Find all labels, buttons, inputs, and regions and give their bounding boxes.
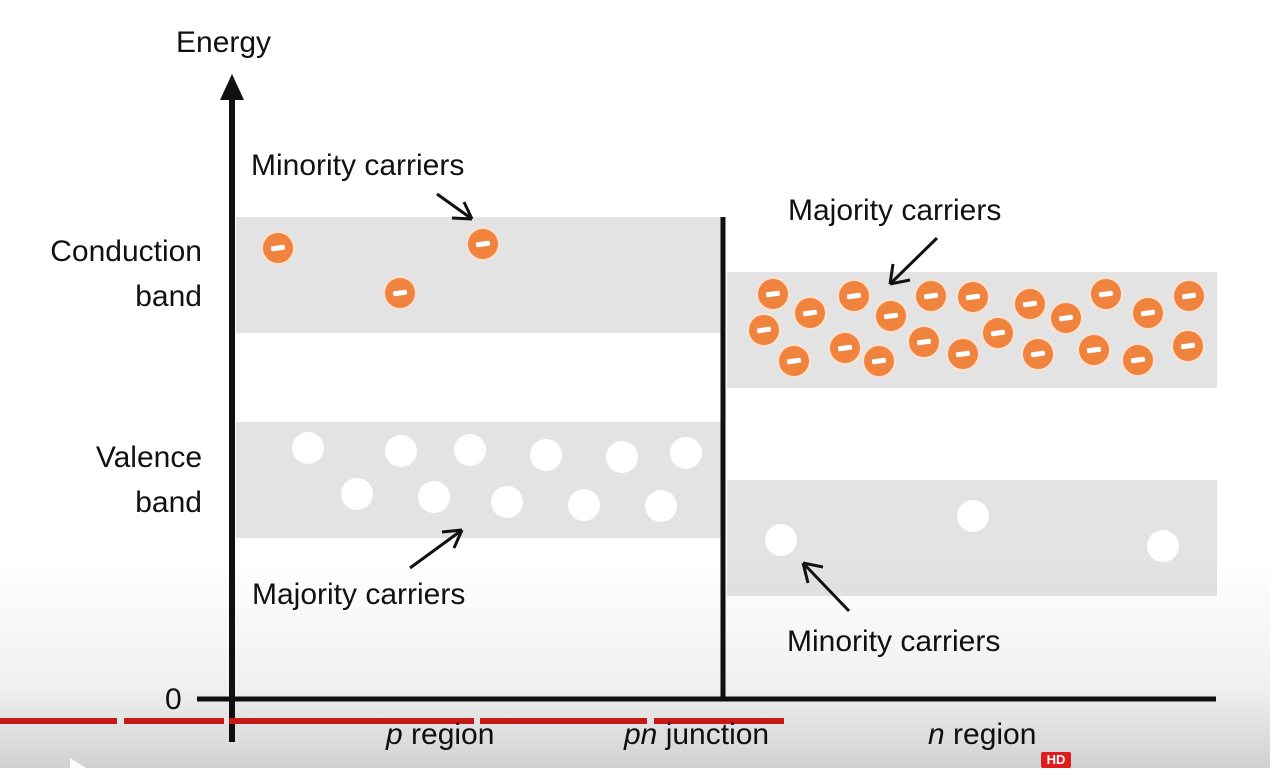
n-valence-band (727, 480, 1217, 596)
electron (828, 331, 862, 365)
annotation-arrows (409, 192, 939, 613)
progress-played-segment (124, 718, 224, 724)
electron (261, 231, 295, 265)
hole (670, 437, 702, 469)
n-majority-carriers-label: Majority carriers (788, 194, 1002, 227)
arrow-n-majority (888, 236, 939, 286)
n-region-label-rest: region (944, 718, 1037, 751)
p-minority-carriers-label: Minority carriers (251, 149, 465, 182)
pn-junction-label-rest: junction (657, 718, 770, 751)
conduction-band-label-line1: Conduction (50, 235, 202, 268)
electron (981, 316, 1015, 350)
electron (466, 227, 500, 261)
play-icon[interactable] (70, 758, 86, 778)
electron (1021, 337, 1055, 371)
electron (747, 313, 781, 347)
n-region-label-italic: n (928, 718, 945, 751)
hole (491, 486, 523, 518)
holes (292, 432, 1179, 562)
hole (530, 439, 562, 471)
hole (341, 478, 373, 510)
energy-axis-label: Energy (176, 26, 272, 59)
hole (385, 435, 417, 467)
progress-played-segment (229, 718, 474, 724)
hole (568, 489, 600, 521)
video-progress-bar[interactable] (0, 718, 1270, 724)
p-region-label-rest: region (402, 718, 495, 751)
electron (946, 337, 980, 371)
energy-axis-arrowhead (220, 74, 244, 100)
electron (874, 299, 908, 333)
p-region-label: p region (386, 718, 494, 752)
origin-label: 0 (165, 683, 182, 716)
electron (1049, 301, 1083, 335)
electron (1172, 279, 1206, 313)
hole (765, 524, 797, 556)
electron (383, 276, 417, 310)
electron (914, 279, 948, 313)
n-minority-carriers-label: Minority carriers (787, 625, 1001, 658)
progress-played-segment (480, 718, 647, 724)
electron (837, 279, 871, 313)
electron (1089, 277, 1123, 311)
electron (1171, 329, 1205, 363)
hole (645, 490, 677, 522)
electron (956, 280, 990, 314)
arrow-n-minority (801, 561, 851, 613)
electrons (261, 227, 1206, 378)
arrow-p-minority (436, 192, 474, 221)
conduction-band-label: Conduction band (50, 229, 202, 319)
hole (957, 500, 989, 532)
electron (756, 277, 790, 311)
electron (793, 296, 827, 330)
hole (454, 434, 486, 466)
valence-band-label-line1: Valence (95, 441, 202, 474)
progress-played-segment (0, 718, 117, 724)
electron (907, 325, 941, 359)
electron (862, 344, 896, 378)
p-region-label-italic: p (386, 718, 403, 751)
hd-badge: HD (1041, 752, 1071, 768)
valence-band-label: Valence band (96, 435, 202, 525)
valence-band-label-line2: band (135, 486, 202, 519)
electron (1077, 333, 1111, 367)
pn-junction-label-italic: pn (624, 718, 658, 751)
electron (1013, 287, 1047, 321)
electron (777, 344, 811, 378)
hole (606, 441, 638, 473)
hole (1147, 530, 1179, 562)
electron (1131, 296, 1165, 330)
hole (292, 432, 324, 464)
n-region-label: n region (928, 718, 1036, 752)
pn-junction-label: pn junction (624, 718, 769, 752)
arrow-p-majority (409, 528, 464, 570)
hole (418, 481, 450, 513)
progress-played-segment (654, 718, 784, 724)
p-majority-carriers-label: Majority carriers (252, 578, 466, 611)
electron (1121, 343, 1155, 377)
conduction-band-label-line2: band (135, 280, 202, 313)
